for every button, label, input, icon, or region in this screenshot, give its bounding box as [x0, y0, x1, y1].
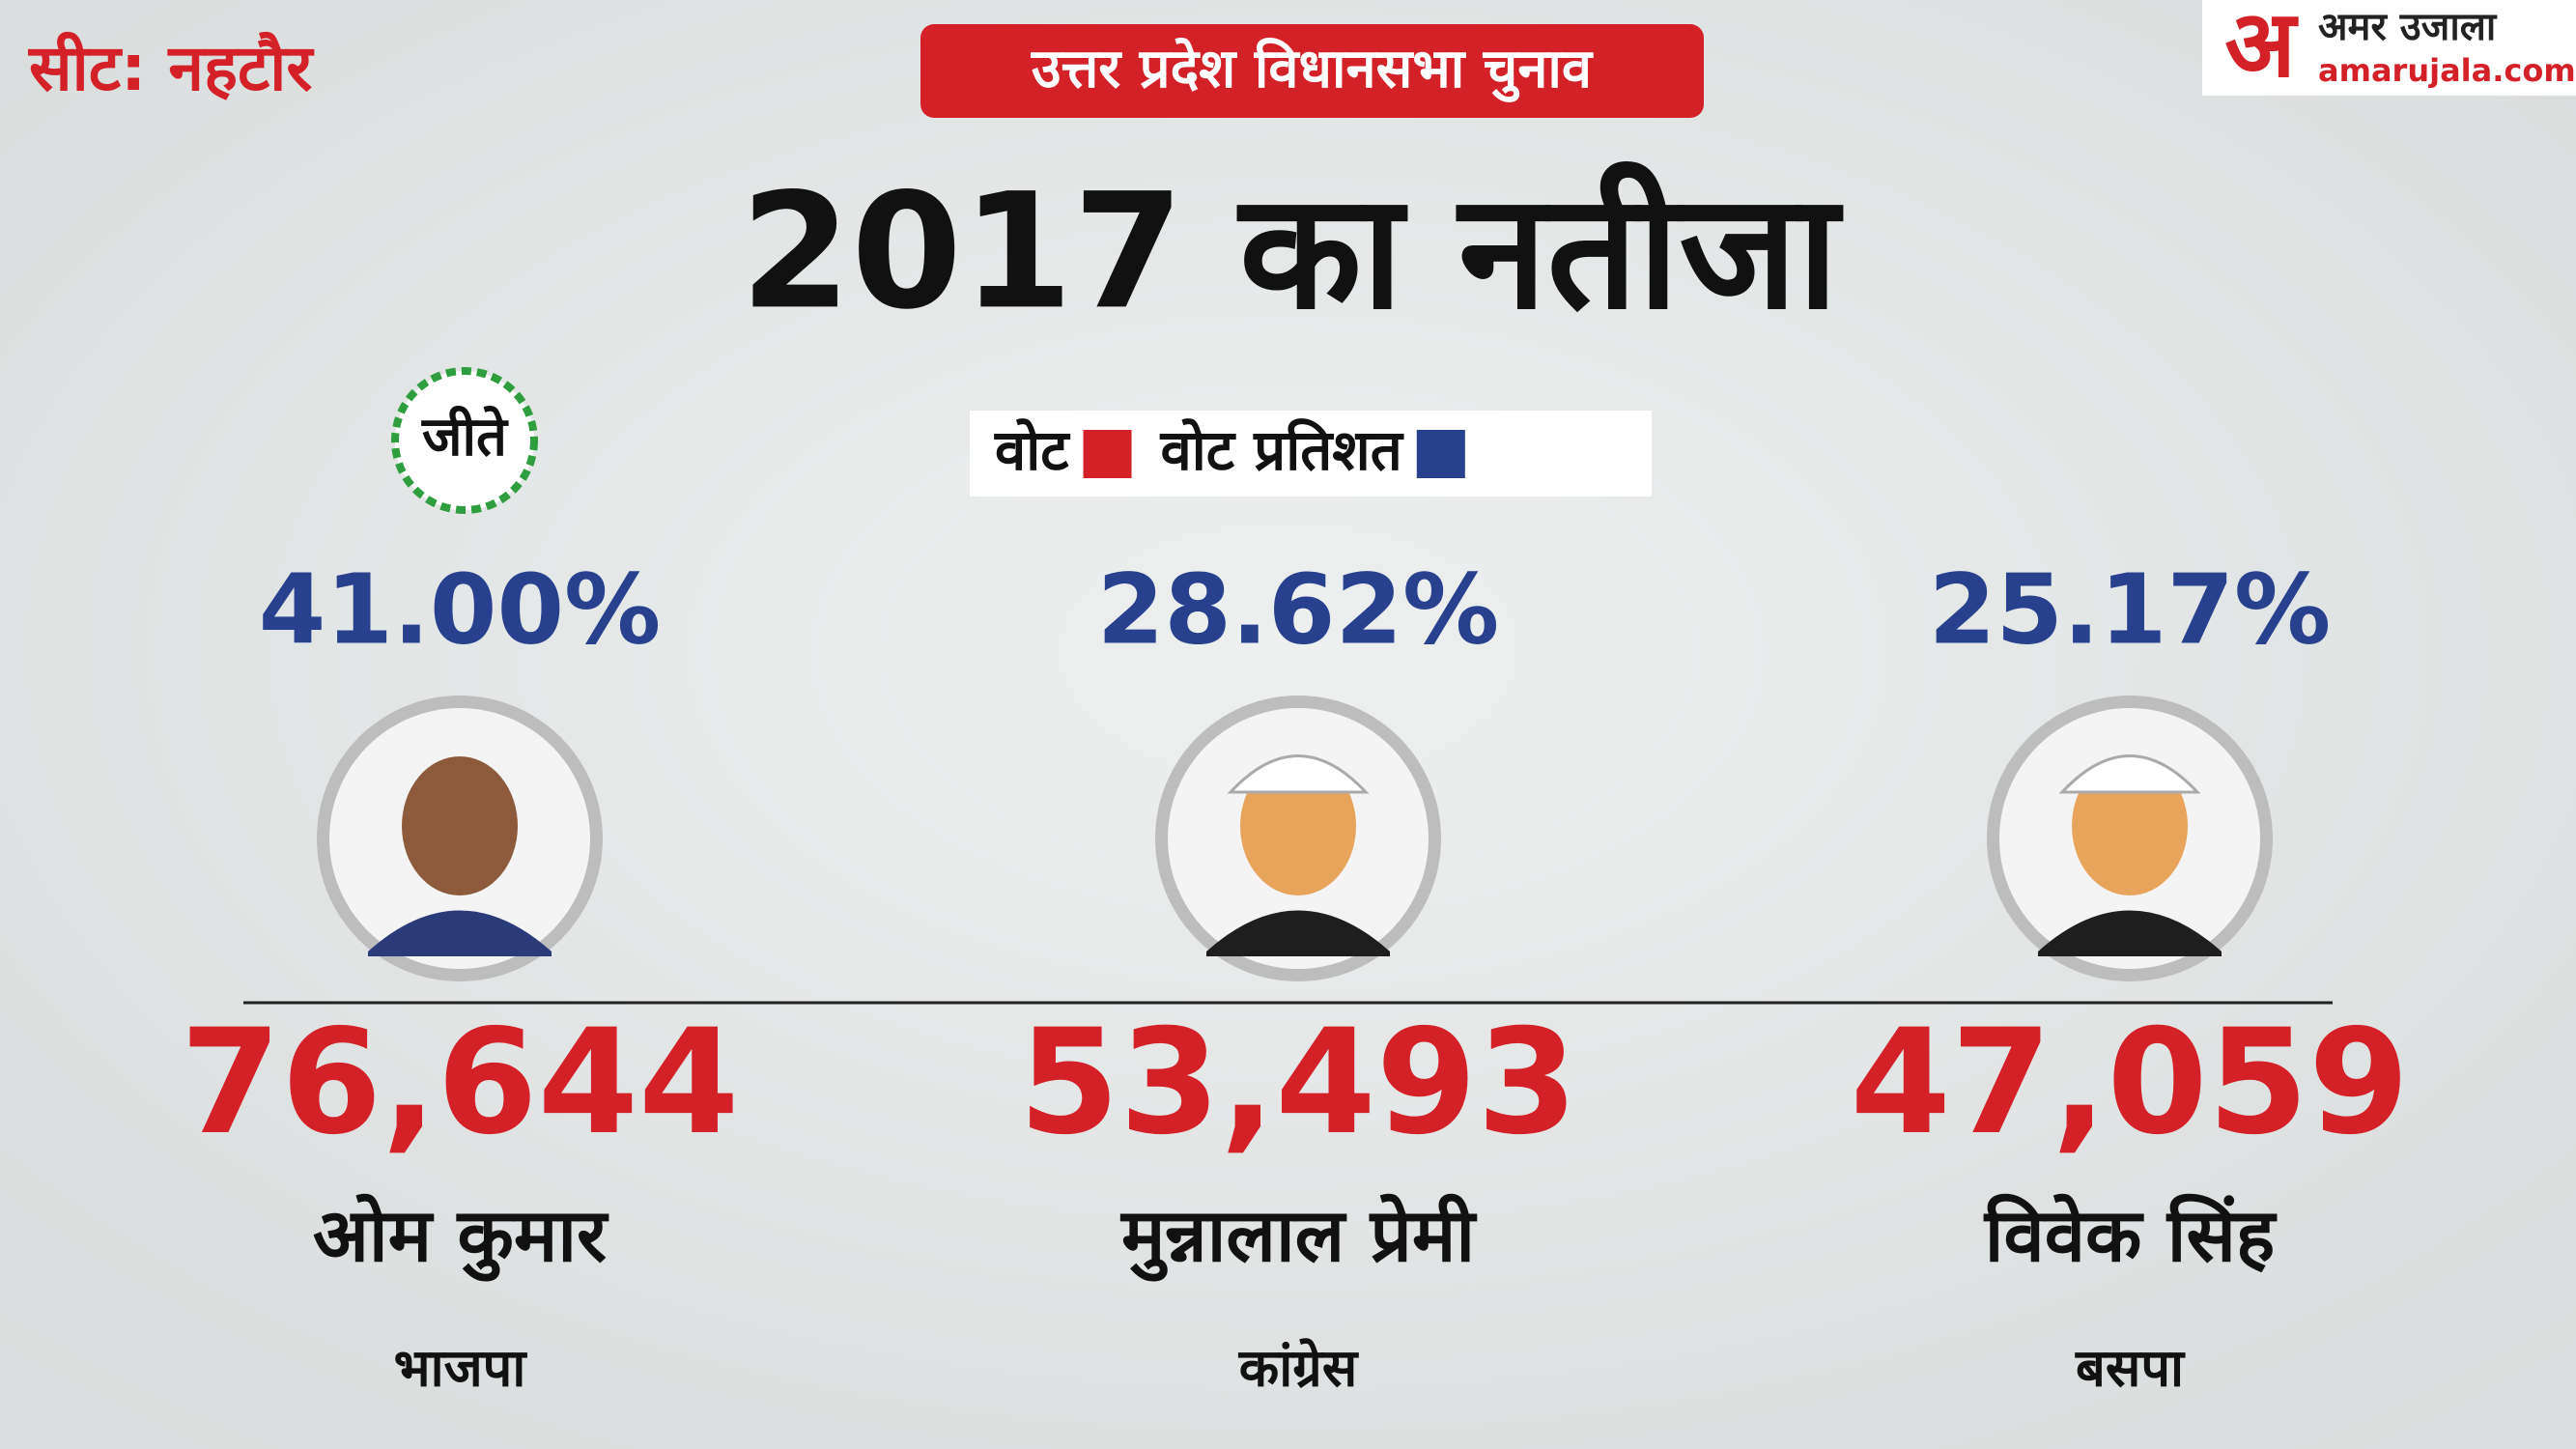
winner-badge — [391, 367, 538, 514]
legend-swatch — [1416, 430, 1465, 478]
candidate-name: मुन्नालाल प्रेमी — [1119, 1192, 1477, 1282]
photo-body — [368, 910, 552, 956]
party: बसपा — [2075, 1338, 2186, 1399]
candidate-name: ओम कुमार — [313, 1192, 609, 1282]
legend: वोट वोट प्रतिशत — [994, 417, 1465, 483]
seat-label: सीट: नहटौर — [27, 31, 315, 105]
photo-body — [2038, 910, 2222, 956]
vote-share: 41.00% — [259, 553, 662, 666]
votes: 53,493 — [1019, 999, 1578, 1167]
candidate-name: विवेक सिंह — [1983, 1192, 2278, 1278]
banner-text: उत्तर प्रदेश विधानसभा चुनाव — [1031, 37, 1594, 102]
photo-body — [1206, 910, 1390, 956]
photo-face — [402, 756, 518, 895]
banner-box — [920, 24, 1704, 118]
party: भाजपा — [394, 1338, 528, 1399]
legend-label: वोट प्रतिशत — [1160, 417, 1404, 483]
logo-site: amarujala.com — [2318, 52, 2576, 89]
logo-box — [2202, 0, 2576, 96]
legend-swatch — [1083, 430, 1132, 478]
votes: 76,644 — [181, 999, 740, 1167]
votes: 47,059 — [1851, 999, 2410, 1167]
photo-cap — [1227, 754, 1370, 794]
photo-cap — [2058, 754, 2201, 794]
winner-badge-text: जीते — [421, 405, 509, 469]
legend-label: वोट — [994, 417, 1070, 483]
candidates: 41.00% 76,644 ओम कुमार भाजपा 28.62% 53,493 मुन… — [181, 553, 2410, 1398]
party: कांग्रेस — [1238, 1338, 1360, 1399]
main-title: 2017 का नतीजा — [740, 158, 1843, 344]
vote-share: 25.17% — [1929, 553, 2332, 666]
vote-share: 28.62% — [1097, 553, 1500, 666]
logo-name: अमर उजाला — [2318, 5, 2498, 49]
logo-mark: अ — [2224, 0, 2299, 98]
